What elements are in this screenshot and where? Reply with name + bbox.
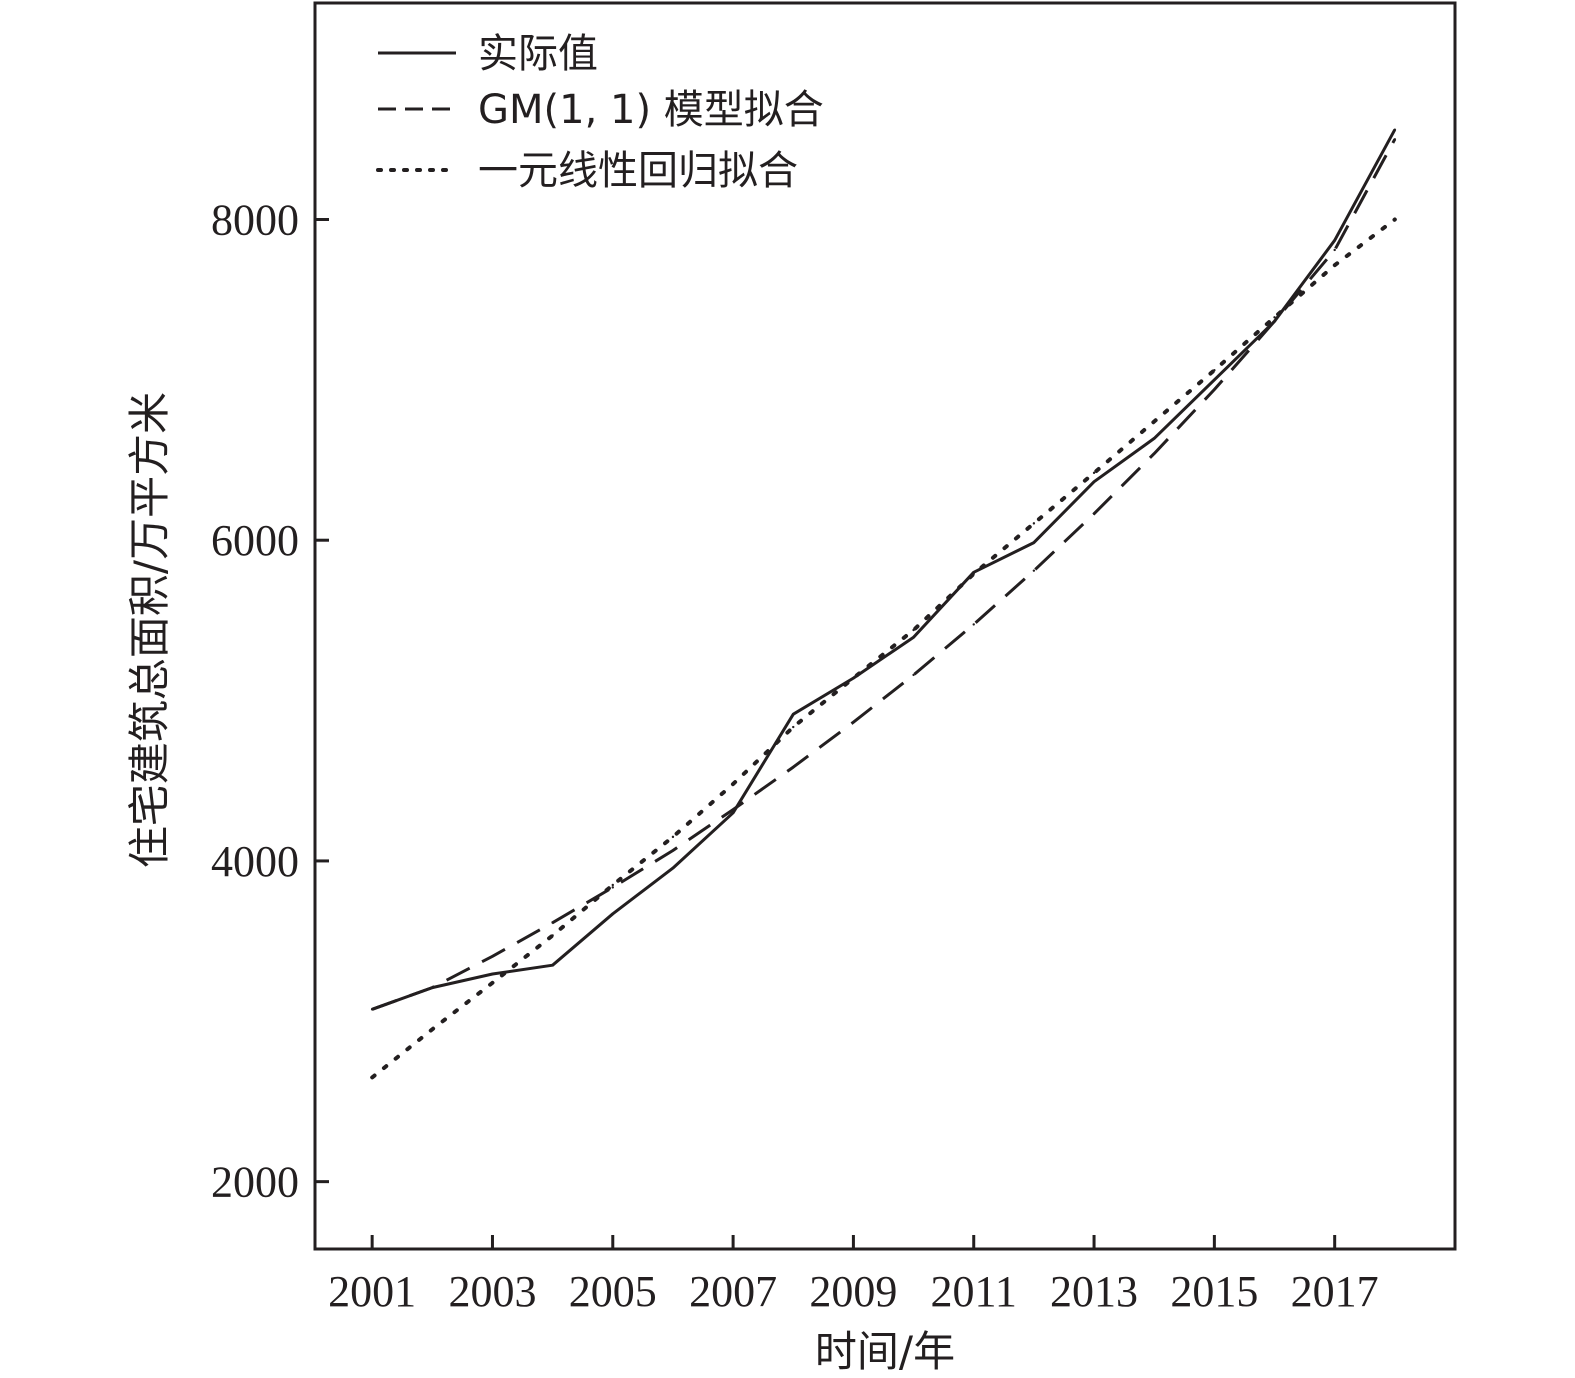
series-2-point bbox=[1213, 388, 1216, 391]
x-tick-label: 2001 bbox=[328, 1267, 416, 1316]
series-2-point bbox=[491, 955, 494, 958]
y-tick-label: 2000 bbox=[211, 1158, 299, 1207]
x-tick-label: 2005 bbox=[569, 1267, 657, 1316]
legend-label-1: 实际值 bbox=[478, 31, 598, 77]
x-tick-label: 2013 bbox=[1050, 1267, 1138, 1316]
series-3-point bbox=[1153, 420, 1156, 423]
series-2-point bbox=[1393, 138, 1397, 141]
series-3-point bbox=[1333, 263, 1336, 267]
x-tick-label: 2009 bbox=[809, 1267, 897, 1316]
series-1-point bbox=[1333, 239, 1336, 242]
series-2-point bbox=[1273, 320, 1276, 323]
series-3-point bbox=[1092, 471, 1096, 475]
x-tick-label: 2007 bbox=[689, 1267, 777, 1316]
series-line-3 bbox=[370, 217, 1397, 1080]
series-3-point bbox=[1273, 316, 1276, 319]
series-1-point bbox=[731, 811, 735, 815]
series-3-point bbox=[491, 981, 494, 985]
y-tick-label: 6000 bbox=[211, 516, 299, 565]
series-line-1 bbox=[371, 128, 1397, 1011]
series-1-point bbox=[1153, 437, 1156, 440]
x-tick-label: 2003 bbox=[448, 1267, 536, 1316]
series-3-point bbox=[852, 676, 855, 680]
series-line-2 bbox=[371, 138, 1397, 1011]
series-2-point bbox=[431, 986, 434, 989]
series-3-point bbox=[431, 1028, 434, 1031]
series-3-point bbox=[1393, 218, 1397, 221]
series-2-point bbox=[731, 808, 735, 811]
series-2-point bbox=[1153, 452, 1156, 455]
series-2-point bbox=[1092, 512, 1096, 515]
x-axis: 2001 2003 2005 2007 2009 2011 2013 2015 2017 bbox=[328, 1235, 1379, 1316]
series-1-point bbox=[551, 963, 554, 967]
series-3-point bbox=[731, 782, 735, 786]
series-1-point bbox=[611, 912, 614, 916]
y-axis-title: 住宅建筑总面积/万平方米 bbox=[125, 392, 174, 868]
series-1-point bbox=[912, 636, 915, 639]
series-3-point bbox=[1032, 522, 1036, 525]
series-2-point bbox=[852, 721, 855, 724]
series-2-point bbox=[551, 921, 554, 924]
series-1-point bbox=[1393, 128, 1397, 131]
series-1-point bbox=[792, 712, 795, 716]
series-2-point bbox=[611, 886, 614, 889]
series-3-point bbox=[792, 725, 795, 729]
series-2-point bbox=[972, 623, 975, 626]
plot-frame bbox=[313, 1, 1457, 1251]
series-3-point bbox=[671, 835, 675, 839]
series-2-point bbox=[370, 1008, 374, 1011]
series-1-point bbox=[1032, 541, 1036, 544]
series-1-point bbox=[1092, 480, 1096, 483]
legend-label-2: GM(1, 1) 模型拟合 bbox=[478, 87, 824, 133]
series-2-point bbox=[1032, 569, 1036, 572]
x-tick-label: 2017 bbox=[1291, 1267, 1379, 1316]
series-3-point bbox=[611, 883, 614, 887]
y-axis: 2000 4000 6000 8000 bbox=[211, 195, 329, 1207]
x-tick-label: 2015 bbox=[1170, 1267, 1258, 1316]
series-2-point bbox=[671, 849, 675, 852]
series-3-point bbox=[912, 628, 915, 632]
series-2-point bbox=[912, 673, 915, 677]
series-3-point bbox=[551, 934, 554, 937]
series-1-point bbox=[491, 972, 494, 976]
series-1-point bbox=[671, 866, 675, 870]
y-tick-label: 4000 bbox=[211, 837, 299, 886]
series-3-point bbox=[370, 1076, 374, 1079]
series-3-point bbox=[972, 572, 975, 576]
series-2-point bbox=[792, 765, 795, 769]
series-1-point bbox=[1213, 378, 1216, 382]
series-layer bbox=[370, 128, 1397, 1080]
y-tick-label: 8000 bbox=[211, 195, 299, 244]
series-3-point bbox=[1213, 369, 1216, 372]
series-2-point bbox=[1333, 248, 1336, 252]
x-axis-title: 时间/年 bbox=[815, 1327, 955, 1376]
legend-label-3: 一元线性回归拟合 bbox=[478, 148, 798, 194]
x-tick-label: 2011 bbox=[931, 1267, 1017, 1316]
